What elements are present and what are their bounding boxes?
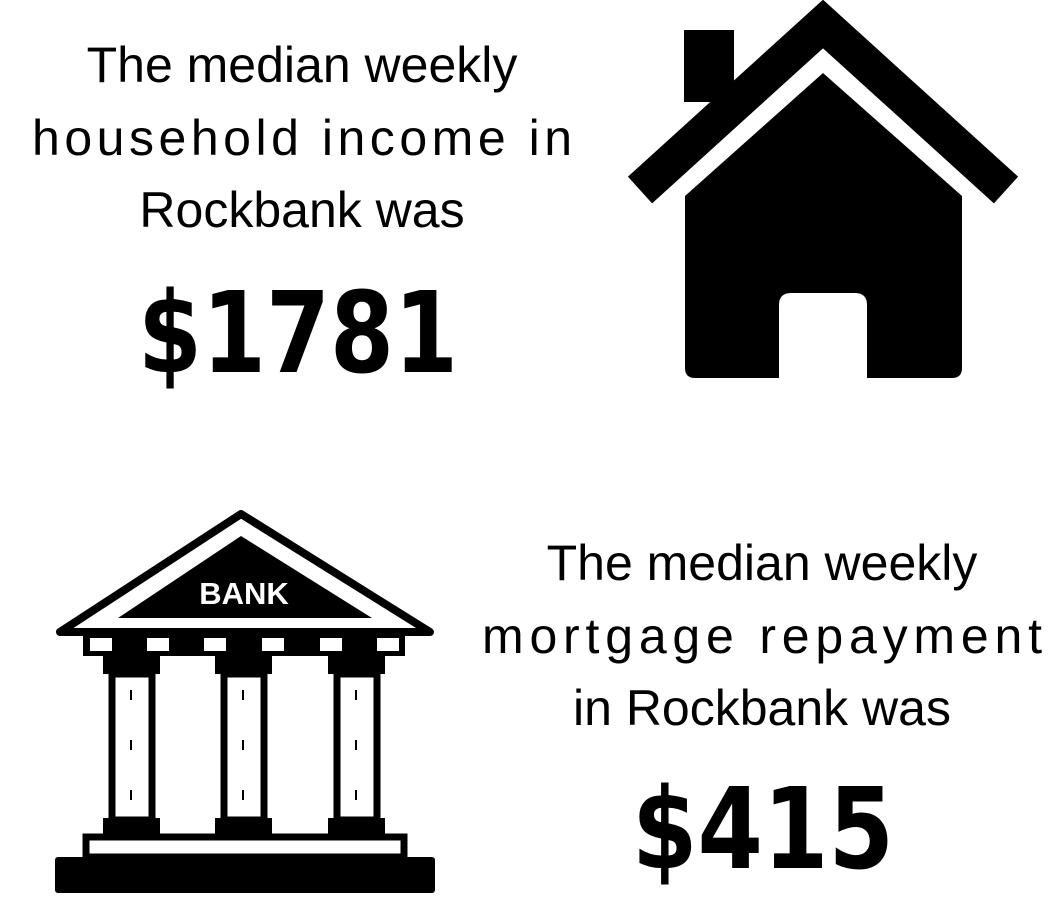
income-line: Rockbank was [139, 182, 464, 238]
mortgage-value: $415 [632, 765, 894, 895]
base [55, 857, 435, 893]
income-block: The median weekly household income in Ro… [32, 37, 572, 399]
pediment-inner [118, 536, 372, 618]
income-line: The median weekly [87, 37, 518, 93]
door [779, 293, 867, 379]
beam-dentils [90, 638, 399, 651]
bank-label: BANK [199, 576, 289, 611]
mortgage-block: The median weekly mortgage repayment in … [482, 535, 1042, 895]
house-body [685, 73, 962, 378]
beam [83, 634, 405, 656]
income-line: household income in [32, 110, 572, 166]
mortgage-line: The median weekly [547, 535, 978, 591]
columns [103, 656, 385, 836]
bank-icon: BANK [55, 510, 435, 893]
roof [627, 0, 1019, 204]
mortgage-line: mortgage repayment [482, 608, 1042, 664]
step [82, 833, 408, 861]
house-icon [627, 0, 1019, 379]
mortgage-line: in Rockbank was [573, 680, 951, 736]
income-value: $1781 [138, 269, 458, 399]
